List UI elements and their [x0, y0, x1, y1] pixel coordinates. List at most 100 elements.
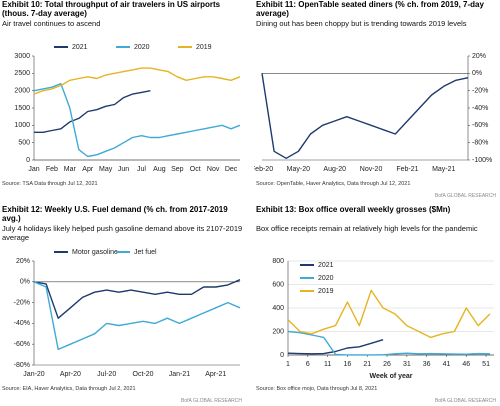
x-tick-label: Sep [171, 166, 184, 173]
y-tick-label: -100% [472, 157, 492, 164]
chart: 0 500 1000 1500 2000 2500 3000 Jan Feb Mar Apr May J… [14, 44, 241, 173]
series-line [33, 67, 241, 95]
chart-title: Exhibit 10: Total throughput of air trav… [2, 0, 221, 18]
legend-label: Motor gasoline [72, 249, 118, 256]
x-tick-label: Oct-20 [133, 371, 154, 378]
x-tick-label: Mar [64, 166, 77, 173]
x-tick-label: Apr-20 [60, 371, 81, 378]
x-tick-label: Jun [118, 166, 129, 173]
source-note: Source: EIA, Haver Analytics, Data throu… [2, 386, 136, 392]
x-tick-label: 16 [344, 361, 352, 368]
x-tick-label: 46 [462, 361, 470, 368]
x-tick-label: Feb [46, 166, 58, 173]
chart-subtitle: Dining out has been choppy but is trendi… [256, 20, 467, 28]
chart: -100% -80% -60% -40% -20% 0% 20% Feb-20 May-20 Au… [254, 53, 492, 173]
x-tick-label: 21 [363, 361, 371, 368]
x-axis-label: Week of year [369, 373, 412, 380]
chart-panel: Exhibit 12: Weekly U.S. Fuel demand (% c… [0, 205, 246, 406]
legend-label: Jet fuel [134, 249, 157, 256]
x-tick-label: 26 [383, 361, 391, 368]
x-tick-label: Jan-21 [169, 371, 191, 378]
x-tick-label: May-21 [432, 166, 455, 173]
y-tick-label: 0 [26, 157, 30, 164]
y-tick-label: 600 [272, 281, 284, 288]
chart-title: Exhibit 11: OpenTable seated diners (% c… [256, 0, 484, 18]
y-tick-label: 200 [272, 328, 284, 335]
chart: -80% -60% -40% -20% 0% 20% Jan-20 Apr-20 Jul-20 O… [14, 249, 241, 378]
x-tick-label: Jul [137, 166, 146, 173]
y-tick-label: 800 [272, 258, 284, 265]
y-tick-label: 20% [16, 258, 30, 265]
chart-subtitle: July 4 holidays likely helped push gasol… [2, 225, 243, 242]
y-tick-label: -60% [472, 122, 488, 129]
y-tick-label: 0% [20, 279, 30, 286]
y-tick-label: 20% [472, 53, 486, 60]
brand-label: BofA GLOBAL RESEARCH [181, 398, 242, 404]
y-tick-label: -20% [472, 88, 488, 95]
source-note: Source: OpenTable, Haver Analytics, Data… [256, 181, 411, 187]
x-tick-label: Aug-20 [323, 166, 346, 173]
x-tick-label: May [99, 166, 113, 173]
legend-label: 2020 [318, 275, 334, 282]
chart-panel: Exhibit 11: OpenTable seated diners (% c… [254, 0, 500, 201]
x-tick-label: 11 [324, 361, 331, 368]
x-tick-label: Jan-20 [23, 371, 45, 378]
series-line [261, 73, 469, 159]
x-tick-label: Feb-21 [396, 166, 418, 173]
x-tick-label: Apr [82, 166, 94, 173]
brand-label: BofA GLOBAL RESEARCH [435, 193, 496, 199]
chart-panel: Exhibit 10: Total throughput of air trav… [0, 0, 246, 201]
y-tick-label: 3000 [14, 53, 30, 60]
y-tick-label: 0% [472, 70, 482, 77]
chart-subtitle: Box office receipts remain at relatively… [256, 225, 478, 233]
y-tick-label: -40% [472, 105, 488, 112]
brand-label: BofA GLOBAL RESEARCH [435, 398, 496, 404]
x-tick-label: Aug [153, 166, 166, 173]
x-tick-label: 51 [482, 361, 490, 368]
y-tick-label: -80% [472, 140, 488, 147]
y-tick-label: 2500 [14, 70, 30, 77]
series-line [33, 83, 241, 158]
y-tick-label: 400 [272, 305, 284, 312]
y-tick-label: 1000 [14, 122, 30, 129]
legend-label: 2020 [134, 44, 150, 51]
y-tick-label: 2000 [14, 88, 30, 95]
series-line [287, 339, 384, 355]
series-line [287, 330, 491, 356]
legend-label: 2021 [72, 44, 88, 51]
x-tick-label: 1 [286, 361, 290, 368]
y-tick-label: -40% [14, 320, 30, 327]
series-line [287, 289, 491, 339]
x-tick-label: Feb-20 [254, 166, 273, 173]
y-tick-label: -20% [14, 299, 30, 306]
x-tick-label: 36 [423, 361, 431, 368]
y-tick-label: -80% [14, 362, 30, 369]
source-note: Source: Box office mojo, Data through Ju… [256, 386, 378, 392]
series-line [33, 281, 241, 351]
chart-title: Exhibit 12: Weekly U.S. Fuel demand (% c… [2, 205, 228, 223]
x-tick-label: Nov [207, 166, 220, 173]
x-tick-label: Jan [28, 166, 39, 173]
series-line [34, 90, 151, 133]
x-tick-label: Nov-20 [360, 166, 383, 173]
chart-panel: Exhibit 13: Box office overall weekly gr… [254, 205, 500, 406]
x-tick-label: May-20 [287, 166, 310, 173]
x-tick-label: 31 [403, 361, 411, 368]
chart-title: Exhibit 13: Box office overall weekly gr… [256, 205, 451, 214]
x-tick-label: Apr-21 [205, 371, 226, 378]
y-tick-label: -60% [14, 341, 30, 348]
x-tick-label: Dec [225, 166, 238, 173]
legend-label: 2019 [318, 288, 334, 295]
y-tick-label: 0 [280, 352, 284, 359]
legend-label: 2021 [318, 262, 334, 269]
legend-label: 2019 [196, 44, 212, 51]
x-tick-label: Oct [190, 166, 201, 173]
source-note: Source: TSA Data through Jul 12, 2021 [2, 181, 98, 187]
x-tick-label: 6 [306, 361, 310, 368]
series-line [33, 279, 241, 319]
x-tick-label: Jul-20 [97, 371, 116, 378]
x-tick-label: 41 [443, 361, 451, 368]
y-tick-label: 1500 [14, 105, 30, 112]
